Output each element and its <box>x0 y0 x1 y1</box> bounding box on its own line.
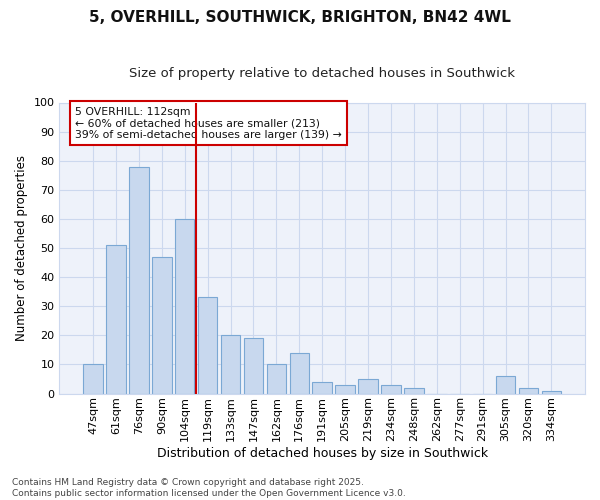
Bar <box>313 382 332 394</box>
Bar <box>496 376 515 394</box>
Bar <box>83 364 103 394</box>
Bar <box>198 298 217 394</box>
Bar <box>152 257 172 394</box>
Bar <box>290 353 309 394</box>
Bar <box>244 338 263 394</box>
Bar <box>266 364 286 394</box>
Title: Size of property relative to detached houses in Southwick: Size of property relative to detached ho… <box>129 68 515 80</box>
Bar <box>519 388 538 394</box>
Bar <box>221 336 240 394</box>
X-axis label: Distribution of detached houses by size in Southwick: Distribution of detached houses by size … <box>157 447 488 460</box>
Bar <box>542 390 561 394</box>
Bar <box>358 379 378 394</box>
Bar <box>129 166 149 394</box>
Bar <box>381 385 401 394</box>
Y-axis label: Number of detached properties: Number of detached properties <box>15 155 28 341</box>
Bar <box>106 245 126 394</box>
Bar <box>404 388 424 394</box>
Bar <box>175 219 194 394</box>
Bar <box>335 385 355 394</box>
Text: Contains HM Land Registry data © Crown copyright and database right 2025.
Contai: Contains HM Land Registry data © Crown c… <box>12 478 406 498</box>
Text: 5 OVERHILL: 112sqm
← 60% of detached houses are smaller (213)
39% of semi-detach: 5 OVERHILL: 112sqm ← 60% of detached hou… <box>75 107 342 140</box>
Text: 5, OVERHILL, SOUTHWICK, BRIGHTON, BN42 4WL: 5, OVERHILL, SOUTHWICK, BRIGHTON, BN42 4… <box>89 10 511 25</box>
